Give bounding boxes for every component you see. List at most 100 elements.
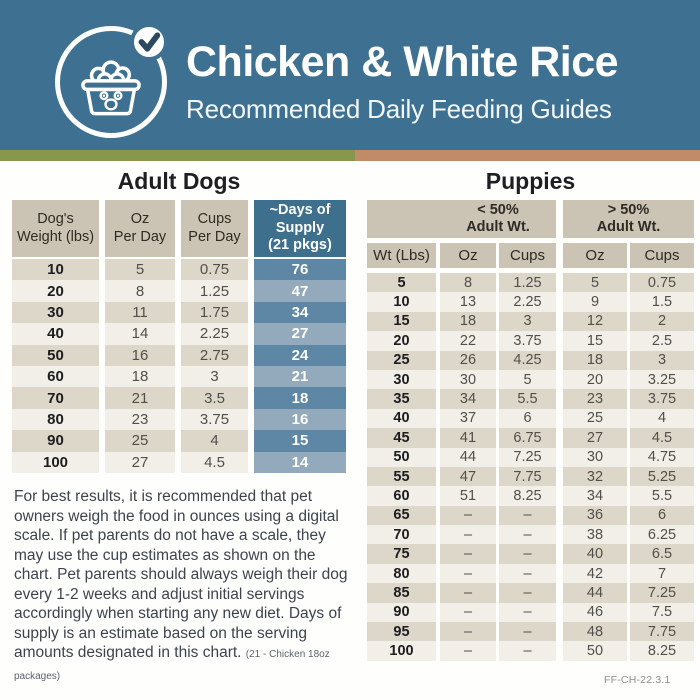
table-cell: – — [499, 563, 556, 584]
table-cell: 60 — [367, 486, 436, 506]
table-cell: 20 — [367, 331, 436, 351]
table-cell: 45 — [367, 428, 436, 448]
table-cell: 1.25 — [499, 273, 556, 293]
table-cell: 4.5 — [181, 451, 248, 473]
table-cell: 6.25 — [630, 525, 694, 545]
table-cell: – — [440, 602, 496, 623]
table-cell: 50 — [367, 447, 436, 467]
table-row: 40 14 2.25 27 — [12, 323, 346, 345]
table-cell: 2.25 — [499, 292, 556, 312]
table-cell: 65 — [367, 505, 436, 526]
table-cell: 3.5 — [181, 387, 248, 409]
table-cell: 0.75 — [630, 273, 694, 293]
table-cell: 9 — [563, 292, 627, 312]
table-cell: 22 — [440, 331, 496, 351]
table-row: 30 11 1.75 34 — [12, 301, 346, 324]
table-row: 10 13 2.25 9 1.5 — [367, 292, 694, 312]
table-cell: 20 — [12, 280, 99, 302]
col-header-cups-over50: Cups — [630, 243, 694, 268]
table-cell: 3.75 — [499, 331, 556, 351]
table-cell: – — [499, 641, 556, 661]
table-cell: 7.75 — [630, 622, 694, 642]
table-cell: 3.25 — [630, 369, 694, 390]
table-cell: 21 — [105, 387, 175, 409]
table-cell: 11 — [105, 301, 175, 324]
puppies-subheader: Wt (Lbs) Oz Cups Oz Cups — [367, 243, 694, 268]
table-cell: 90 — [12, 430, 99, 452]
col-header-wt-lbs: Wt (Lbs) — [367, 243, 436, 268]
dog-food-bowl-icon — [81, 60, 141, 116]
puppies-section: Puppies < 50% Adult Wt. > 50% Adult Wt. … — [367, 163, 694, 661]
table-cell: 5.5 — [499, 389, 556, 409]
table-cell: 8 — [440, 273, 496, 293]
table-cell: 35 — [367, 389, 436, 409]
table-cell: 32 — [563, 466, 627, 487]
table-row: 60 51 8.25 34 5.5 — [367, 486, 694, 506]
table-cell: 30 — [12, 301, 99, 324]
table-cell: 14 — [105, 323, 175, 345]
table-row: 25 26 4.25 18 3 — [367, 350, 694, 370]
table-row: 75– –40 6.5 — [367, 544, 694, 564]
table-cell: 42 — [563, 563, 627, 584]
group-header-under-50pct: < 50% Adult Wt. — [367, 200, 556, 238]
table-cell: 3 — [181, 365, 248, 388]
table-cell: 60 — [12, 365, 99, 388]
table-cell: 18 — [563, 350, 627, 370]
table-cell: 8 — [105, 280, 175, 302]
table-row: 35 34 5.5 23 3.75 — [367, 389, 694, 409]
table-cell: 38 — [563, 525, 627, 545]
table-cell: 85 — [367, 583, 436, 603]
brand-logo — [55, 26, 167, 138]
table-cell: 6.5 — [630, 544, 694, 564]
table-row: 30 30 5 20 3.25 — [367, 369, 694, 390]
table-cell: 5.25 — [630, 466, 694, 487]
puppies-group-header: < 50% Adult Wt. > 50% Adult Wt. — [367, 200, 694, 238]
table-row: 5 8 1.25 5 0.75 — [367, 273, 694, 293]
table-cell: 3 — [630, 350, 694, 370]
adult-dogs-title: Adult Dogs — [117, 168, 241, 194]
table-cell: 76 — [254, 259, 346, 281]
table-cell: 6.75 — [499, 428, 556, 448]
table-cell: 100 — [12, 451, 99, 473]
table-cell: 8.25 — [499, 486, 556, 506]
table-cell: 18 — [254, 387, 346, 409]
table-cell: 8.25 — [630, 641, 694, 661]
table-cell: 1.25 — [181, 280, 248, 302]
table-cell: 4 — [630, 408, 694, 429]
table-cell: 4.25 — [499, 350, 556, 370]
table-cell: 40 — [563, 544, 627, 564]
feeding-note: For best results, it is recommended that… — [14, 487, 356, 686]
table-row: 45 41 6.75 27 4.5 — [367, 428, 694, 448]
group-header-over-50pct: > 50% Adult Wt. — [563, 200, 694, 238]
table-row: 90 25 4 15 — [12, 430, 346, 452]
col-header-oz-over50: Oz — [563, 243, 627, 268]
table-cell: 6 — [630, 505, 694, 526]
table-cell: 44 — [440, 447, 496, 467]
table-cell: 18 — [105, 365, 175, 388]
table-row: 80 23 3.75 16 — [12, 408, 346, 431]
table-cell: 46 — [563, 602, 627, 623]
table-cell: 2.25 — [181, 323, 248, 345]
table-cell: 7.75 — [499, 466, 556, 487]
table-cell: 13 — [440, 292, 496, 312]
table-cell: 16 — [254, 408, 346, 431]
table-cell: – — [440, 563, 496, 584]
col-header-dogs-weight: Dog's Weight (lbs) — [12, 200, 99, 257]
table-cell: 5 — [563, 273, 627, 293]
adult-dogs-section: Adult Dogs Dog's Weight (lbs) Oz Per Day… — [12, 163, 346, 473]
table-cell: 27 — [254, 323, 346, 345]
table-cell: 80 — [12, 408, 99, 431]
divider-terracotta-segment — [355, 150, 700, 161]
table-cell: 47 — [254, 280, 346, 302]
checkmark-icon — [138, 32, 161, 52]
table-cell: – — [440, 544, 496, 564]
table-cell: 15 — [367, 311, 436, 332]
table-row: 70 21 3.5 18 — [12, 387, 346, 409]
table-cell: – — [440, 583, 496, 603]
table-row: 95– –48 7.75 — [367, 622, 694, 642]
table-cell: 2 — [630, 311, 694, 332]
table-cell: 4 — [181, 430, 248, 452]
table-cell: 21 — [254, 365, 346, 388]
header-banner: Chicken & White Rice Recommended Daily F… — [0, 0, 700, 150]
